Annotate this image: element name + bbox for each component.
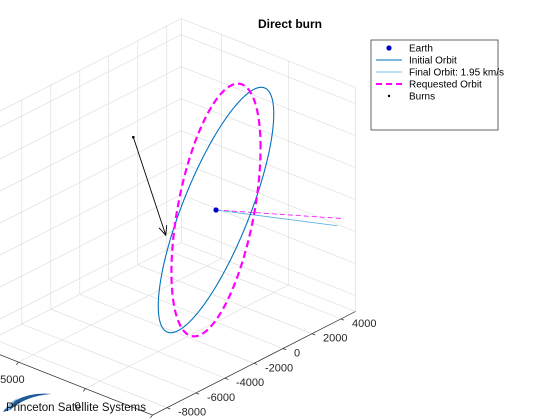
y-tick-label: -4000 <box>236 377 264 389</box>
y-tick-mark <box>253 362 258 365</box>
y-tick-label: 0 <box>294 348 300 360</box>
grid-line-y <box>0 341 168 408</box>
requested-orbit-radius-line <box>215 209 345 220</box>
y-tick-label: -6000 <box>207 392 235 404</box>
x-tick-label: 0 <box>74 401 80 413</box>
axes-3d: -500005000-8000-6000-4000-2000020004000-… <box>0 18 376 419</box>
legend-label-initial-orbit: Initial Orbit <box>409 56 457 67</box>
grid-line-z <box>0 66 182 160</box>
grid-line-z <box>181 130 356 200</box>
legend-item-earth: Earth <box>386 44 433 55</box>
legend-item-requested-orbit: Requested Orbit <box>376 80 482 91</box>
grid-line-z <box>181 162 356 232</box>
x-tick-mark <box>150 414 153 419</box>
y-tick-mark <box>224 377 229 380</box>
box-edge <box>0 18 182 112</box>
legend: Earth Initial Orbit Final Orbit: 1.95 km… <box>370 39 504 131</box>
x-tick-label: -5000 <box>0 374 25 386</box>
legend-label-requested-orbit: Requested Orbit <box>409 80 482 91</box>
y-tick-mark <box>282 348 287 351</box>
legend-item-initial-orbit: Initial Orbit <box>376 56 457 67</box>
y-tick-label: -8000 <box>178 407 206 419</box>
grid-line-z <box>0 226 182 320</box>
legend-marker-burns <box>387 94 391 98</box>
legend-label-earth: Earth <box>409 44 433 55</box>
legend-item-burns: Burns <box>387 92 435 103</box>
y-tick-mark <box>311 333 316 336</box>
grid-line-z <box>181 194 356 264</box>
chart-title: Direct burn <box>258 17 322 31</box>
legend-item-final-orbit: Final Orbit: 1.95 km/s <box>376 68 504 79</box>
grid-line-z <box>181 34 356 104</box>
tick-labels: -500005000-8000-6000-4000-2000020004000-… <box>0 318 376 419</box>
grid-line-y <box>21 323 197 394</box>
box-edge <box>181 242 356 312</box>
y-tick-mark <box>195 392 200 395</box>
logo-text: Princeton Satellite Systems <box>6 402 146 414</box>
company-logo: Princeton Satellite Systems <box>3 393 146 414</box>
y-tick-mark <box>340 318 345 321</box>
y-tick-mark <box>166 407 171 410</box>
legend-label-burns: Burns <box>409 92 435 103</box>
y-tick-label: 4000 <box>352 318 376 330</box>
axes-box <box>0 18 356 416</box>
y-tick-label: -2000 <box>265 362 293 374</box>
grid-line-z <box>0 34 182 128</box>
burn-vector-arrowhead <box>158 225 168 237</box>
grid-line-y <box>166 249 342 320</box>
grid-line-z <box>181 66 356 136</box>
logo-swoosh-icon <box>3 393 52 412</box>
grid-line-z <box>0 98 182 192</box>
grid-line-y <box>50 308 226 379</box>
requested-orbit-line <box>170 82 262 338</box>
initial-orbit-radius-line <box>215 209 338 227</box>
grid-line-y <box>108 279 284 349</box>
grid-line-y <box>79 294 255 364</box>
earth-marker <box>213 207 219 213</box>
burn-vector-line <box>132 137 167 236</box>
plot-area <box>132 82 345 338</box>
grid-line-z <box>0 194 182 288</box>
grid-line-z <box>0 130 182 224</box>
x-tick-mark <box>83 388 86 392</box>
y-tick-label: 2000 <box>323 333 347 345</box>
legend-box <box>370 39 499 131</box>
grid-line-y <box>137 264 313 334</box>
initial-orbit-line <box>157 86 275 334</box>
grid-line-z <box>181 226 356 296</box>
grid-lines <box>0 26 356 416</box>
x-tick-mark <box>16 361 19 366</box>
box-edge <box>0 242 182 336</box>
legend-label-final-orbit: Final Orbit: 1.95 km/s <box>409 68 504 79</box>
legend-marker-earth <box>386 45 392 51</box>
x-axis-line <box>0 354 153 416</box>
box-edge <box>181 18 356 88</box>
